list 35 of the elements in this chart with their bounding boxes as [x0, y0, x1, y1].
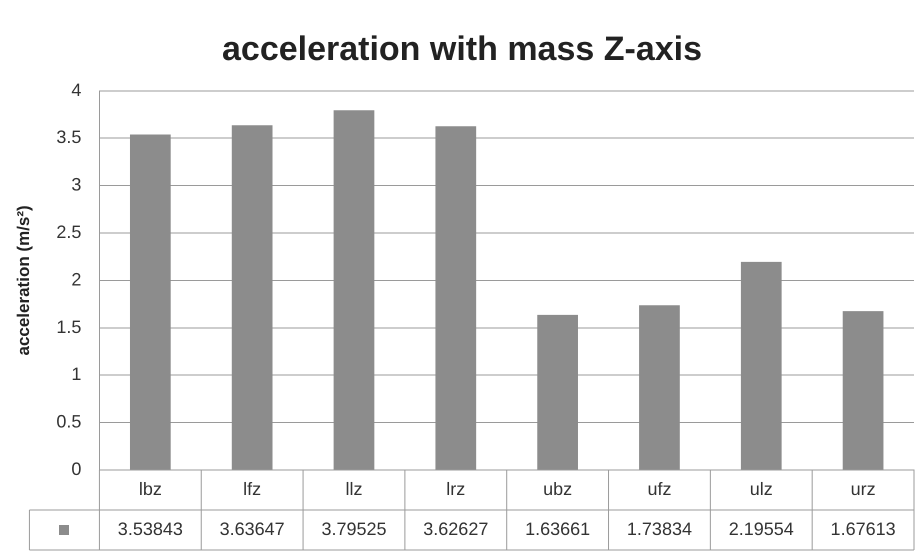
y-tick-label: 0 [71, 458, 82, 479]
x-tick-label: ufz [647, 478, 672, 499]
bar [537, 314, 578, 470]
bar [740, 262, 782, 470]
y-tick-label: 3.5 [56, 127, 82, 148]
bar [639, 305, 680, 470]
x-tick-label: lfz [243, 478, 262, 499]
y-tick-label: 0.5 [56, 412, 82, 432]
y-axis-title: acceleration (m/s²) [14, 205, 33, 356]
y-tick-label: 1 [71, 364, 82, 384]
data-label: 1.67613 [830, 518, 896, 539]
y-tick-label: 4 [71, 80, 82, 100]
bar [334, 110, 374, 470]
y-tick-label: 3 [71, 174, 82, 195]
bar [130, 134, 171, 470]
x-tick-label: llz [345, 478, 362, 499]
data-label: 1.63661 [525, 518, 590, 539]
x-tick-label: urz [850, 478, 876, 499]
y-tick-label: 2.5 [56, 222, 82, 242]
x-tick-label: lbz [138, 478, 162, 499]
x-tick-label: ubz [543, 478, 572, 499]
y-tick-label: 2 [71, 269, 82, 290]
bar [232, 125, 273, 470]
x-tick-label: lrz [446, 478, 466, 499]
x-tick-label: ulz [750, 478, 773, 499]
data-label: 2.19554 [728, 518, 794, 539]
data-label: 3.53843 [118, 518, 183, 539]
data-label: 3.62627 [423, 518, 488, 539]
data-label: 3.79525 [321, 518, 387, 539]
y-tick-label: 1.5 [56, 316, 82, 337]
data-label: 3.63647 [220, 518, 285, 539]
data-label: 1.73834 [626, 518, 692, 539]
chart-title: acceleration with mass Z-axis [222, 30, 702, 68]
bar [842, 311, 884, 470]
bar [435, 126, 476, 470]
